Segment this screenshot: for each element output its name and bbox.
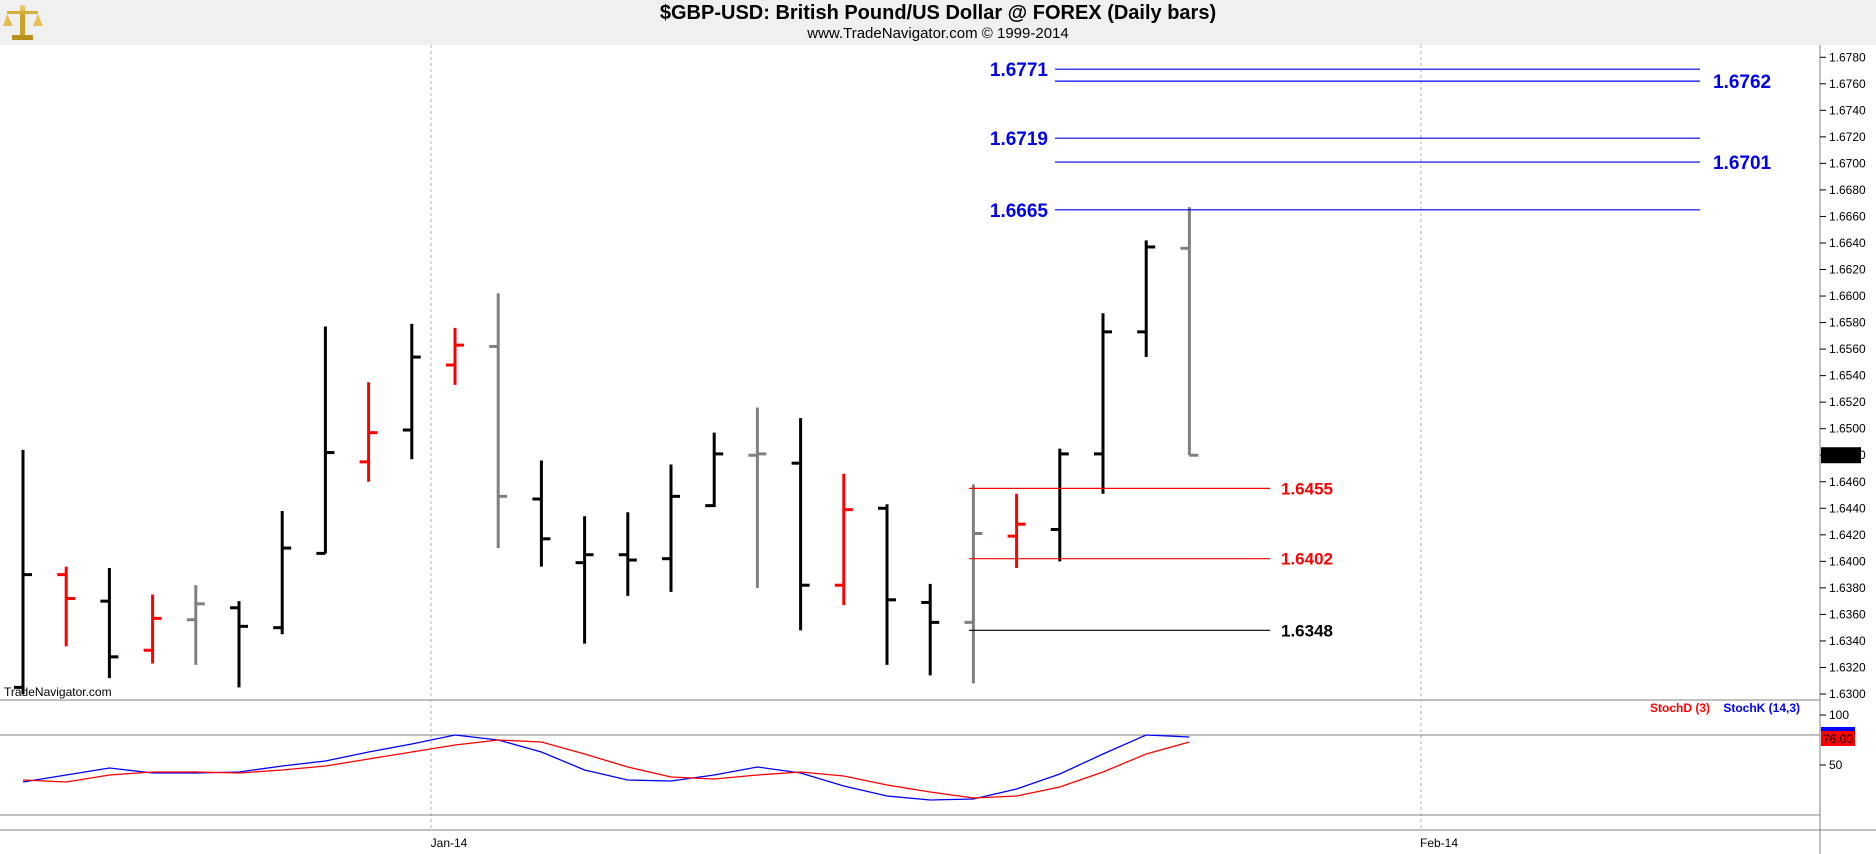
stoch-badge-label: 76.00	[1823, 732, 1853, 746]
ohlc-bar	[1137, 240, 1156, 358]
y-tick-label: 1.6600	[1829, 289, 1866, 303]
resistance-label: 1.6665	[990, 201, 1049, 222]
y-tick-label: 1.6520	[1829, 395, 1866, 409]
y-tick-label: 1.6460	[1829, 475, 1866, 489]
ohlc-bar	[921, 583, 940, 676]
resistance-label: 1.6701	[1713, 153, 1772, 174]
y-tick-label: 1.6320	[1829, 660, 1866, 674]
resistance-label: 1.6719	[990, 129, 1048, 150]
ohlc-bar	[834, 473, 853, 606]
gold-scale-icon	[3, 5, 43, 40]
x-tick-label: Feb-14	[1420, 836, 1458, 850]
y-tick-label: 1.6780	[1829, 50, 1866, 64]
ohlc-bar	[186, 585, 205, 665]
y-tick-label: 1.6440	[1829, 501, 1866, 515]
support-label: 1.6455	[1281, 479, 1333, 498]
y-tick-label: 1.6640	[1829, 236, 1866, 250]
y-tick-label: 1.6300	[1829, 687, 1866, 701]
y-tick-label: 1.6420	[1829, 528, 1866, 542]
support-label: 1.6402	[1281, 550, 1333, 569]
resistance-label: 1.6771	[990, 60, 1049, 81]
stoch-legend-item: StochK (14,3)	[1723, 701, 1800, 715]
y-tick-label: 1.6580	[1829, 316, 1866, 330]
ohlc-bar	[489, 293, 508, 549]
ohlc-bar	[100, 567, 119, 679]
y-tick-label: 1.6680	[1829, 183, 1866, 197]
ohlc-bar	[618, 512, 637, 596]
y-tick-label: 1.6620	[1829, 263, 1866, 277]
y-tick-label: 1.6380	[1829, 581, 1866, 595]
stoch-badge	[1821, 731, 1855, 746]
last-price-label: 1.6480	[1823, 448, 1860, 462]
ohlc-bar	[791, 418, 810, 631]
ohlc-bar	[1180, 207, 1199, 457]
price-panel	[14, 207, 1199, 694]
y-tick-label: 1.6500	[1829, 422, 1866, 436]
y-tick-label: 1.6540	[1829, 369, 1866, 383]
ohlc-bar	[748, 407, 767, 588]
axes: Jan-14 Feb-14 1.6300 1.6320 1.6340 1.6360 1.63…	[431, 50, 1866, 850]
ohlc-bar	[1094, 313, 1112, 494]
level-lines: 1.6771 1.6762 1.6719 1.6701 1.6665 1.6455 1.64…	[969, 60, 1772, 640]
ohlc-bar	[1050, 448, 1069, 562]
y-tick-label: 1.6740	[1829, 103, 1866, 117]
ohlc-bar	[230, 601, 248, 688]
ohlc-bar	[662, 464, 680, 592]
ohlc-bar	[878, 504, 896, 665]
stoch-legend-item: StochD (3)	[1650, 701, 1710, 715]
ohlc-bar	[402, 323, 421, 460]
y-tick-label: 1.6660	[1829, 209, 1866, 223]
ohlc-bar	[964, 484, 983, 684]
last-price-badge	[1821, 447, 1861, 464]
grid-layer	[0, 45, 1876, 854]
stoch-line	[22, 734, 1190, 801]
y-tick-label: 1.6720	[1829, 130, 1866, 144]
y-tick-label: 1.6360	[1829, 607, 1866, 621]
y-tick-label: 1.6700	[1829, 156, 1866, 170]
ohlc-bar	[1007, 493, 1026, 568]
support-label: 1.6348	[1281, 621, 1333, 640]
y-tick-label: 1.6560	[1829, 342, 1866, 356]
chart-subtitle: www.TradeNavigator.com © 1999-2014	[807, 25, 1069, 42]
y-tick-label: 1.6400	[1829, 554, 1866, 568]
ohlc-bar	[14, 449, 32, 694]
chart-header	[0, 0, 1876, 45]
ohlc-bar	[57, 566, 76, 647]
stoch-y-tick-label: 100	[1829, 708, 1849, 722]
y-tick-label: 1.6340	[1829, 634, 1866, 648]
x-tick-label: Jan-14	[431, 836, 468, 850]
stoch-y-tick-label: 50	[1829, 758, 1843, 772]
ohlc-bar	[705, 432, 724, 508]
watermark: TradeNavigator.com	[4, 685, 112, 699]
y-tick-label: 1.6760	[1829, 77, 1866, 91]
ohlc-bar	[575, 516, 594, 644]
ohlc-bar	[359, 382, 378, 482]
ohlc-bar	[316, 326, 335, 555]
resistance-label: 1.6762	[1713, 72, 1771, 93]
ohlc-bar	[446, 327, 464, 385]
ohlc-bar	[532, 460, 551, 567]
ohlc-bar	[273, 510, 292, 635]
ohlc-bar	[143, 594, 162, 664]
chart-title: $GBP-USD: British Pound/US Dollar @ FORE…	[659, 2, 1217, 24]
stoch-line	[22, 739, 1190, 799]
